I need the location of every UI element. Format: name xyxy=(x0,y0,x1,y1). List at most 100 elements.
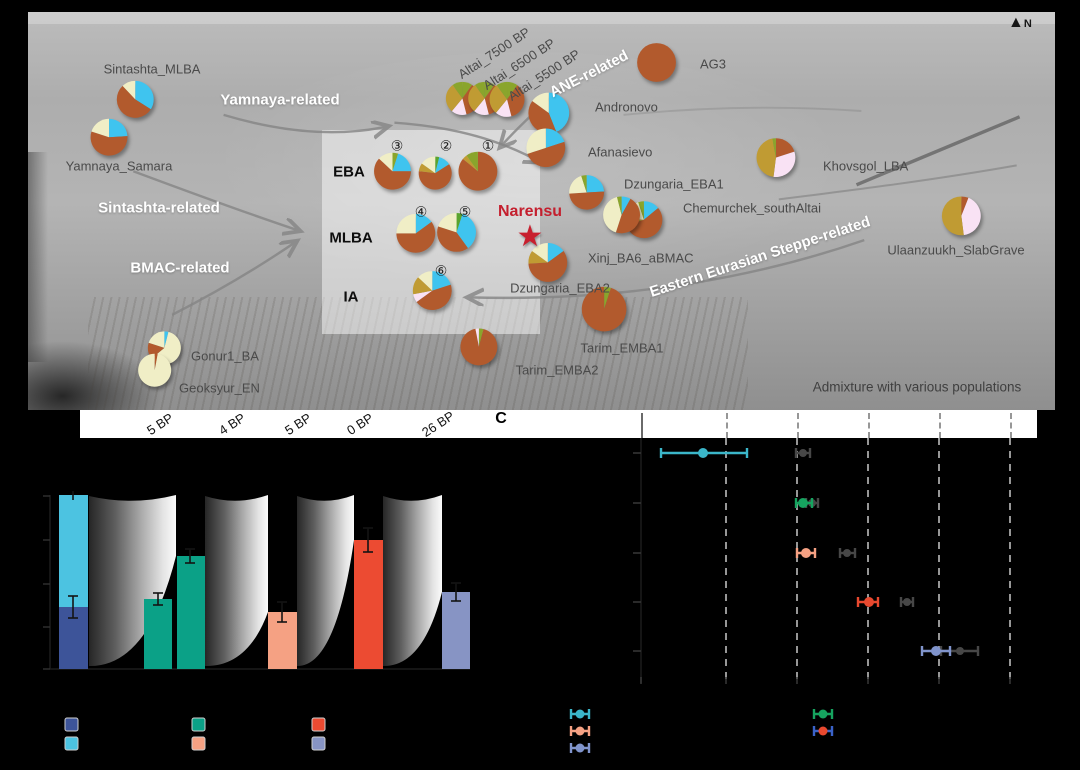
numbered-marker-5: ⑤ xyxy=(458,203,472,220)
region-label-1: Sintashta-related xyxy=(98,199,220,217)
region-label-0: Yamnaya-related xyxy=(220,91,340,109)
bar-4-segment-red xyxy=(354,540,383,669)
pie-Khovsgol_LBA xyxy=(756,138,796,178)
map-ridge-line-2 xyxy=(623,106,862,116)
bar-1-errorbar xyxy=(153,592,163,606)
north-label: N xyxy=(1023,18,1032,30)
pie-numbered-2 xyxy=(418,156,452,190)
map-panel: Sintashta_MLBA Yamnaya_Samara Altai_7500 B… xyxy=(28,12,1055,410)
site-label-narensu: Narensu xyxy=(497,203,563,220)
pie-Tarim_EMBA1 xyxy=(581,286,627,332)
bar-5-segment-slate xyxy=(442,592,470,669)
pie-numbered-5 xyxy=(437,212,476,252)
panel-b-legend-swatch-navy xyxy=(64,717,79,732)
migration-arrow-1 xyxy=(132,170,298,230)
pie-numbered-1 xyxy=(458,151,498,191)
panel-b-legend-swatch-slate xyxy=(311,736,326,751)
pie-numbered-6 xyxy=(412,271,452,311)
map-label-Xinj_BA6_aBMAC: Xinj_BA6_aBMAC xyxy=(588,250,694,266)
pie-AG3 xyxy=(637,43,676,82)
flow-ribbon-1 xyxy=(205,495,268,667)
bar-2-errorbar xyxy=(185,548,195,564)
pie-Tarim_EMBA2 xyxy=(460,328,498,366)
pie-numbered-3 xyxy=(374,152,411,190)
x-axis-bp-fragment-3: 0 BP xyxy=(344,410,376,438)
map-label-Tarim_EMBA1: Tarim_EMBA1 xyxy=(580,340,664,356)
region-label-5: Admixture with various populations xyxy=(812,379,1022,395)
flow-ribbon-2 xyxy=(297,495,354,667)
bar-5-errorbar xyxy=(451,582,461,602)
bar-3-errorbar xyxy=(277,601,287,623)
map-label-Sintashta_MLBA: Sintashta_MLBA xyxy=(103,61,201,77)
map-label-Chemurchek_southAltai: Chemurchek_southAltai xyxy=(683,200,822,216)
forest-row-5 xyxy=(920,646,980,656)
panel-c-gridline-top-stub-2 xyxy=(868,413,870,438)
map-ridge-line-0 xyxy=(855,115,1021,187)
pie-numbered-4 xyxy=(396,213,436,253)
pie-Altai_5500 BP xyxy=(489,81,525,117)
migration-arrow-4 xyxy=(469,238,865,298)
numbered-marker-6: ⑥ xyxy=(434,262,448,279)
panel-c-label: C xyxy=(495,410,507,427)
numbered-marker-1: ① xyxy=(481,137,495,154)
pie-Andronovo xyxy=(528,92,570,134)
map-label-Yamnaya_Samara: Yamnaya_Samara xyxy=(65,158,173,174)
numbered-marker-4: ④ xyxy=(414,203,428,220)
map-label-Andronovo: Andronovo xyxy=(595,99,658,115)
x-axis-bp-fragment-4: 26 BP xyxy=(419,410,457,438)
pie-Gonur1_BA xyxy=(147,331,181,365)
map-mountain-texture xyxy=(88,297,748,410)
bar-1-segment-teal xyxy=(144,599,172,669)
map-label-Tarim_EMBA2: Tarim_EMBA2 xyxy=(515,362,599,378)
map-sea-shade xyxy=(28,342,160,410)
pie-Geoksyur_EN xyxy=(138,353,172,387)
map-label-AG3: AG3 xyxy=(700,56,727,72)
charts-svg xyxy=(43,438,1011,753)
map-label-Afanasievo: Afanasievo xyxy=(588,144,653,160)
map-label-Geoksyur_EN: Geoksyur_EN xyxy=(179,380,260,396)
map-ridge-line-1 xyxy=(778,164,1017,201)
bar-4-errorbar xyxy=(363,527,373,553)
map-label-Khovsgol_LBA: Khovsgol_LBA xyxy=(823,158,909,174)
site-star-icon: ★ xyxy=(516,220,544,253)
flow-ribbon-0 xyxy=(89,495,176,667)
x-axis-bp-fragment-0: 5 BP xyxy=(144,410,176,438)
migration-arrow-5 xyxy=(394,121,539,162)
forest-row-2 xyxy=(794,498,820,508)
panel-b-legend-swatch-salmon xyxy=(191,736,206,751)
panel-b-legend-swatch-cyan xyxy=(64,736,79,751)
panel-c-legend-right-1 xyxy=(812,726,834,736)
panel-c-legend-right-0 xyxy=(812,709,834,719)
numbered-marker-2: ② xyxy=(439,137,453,154)
map-label-Dzungaria_EBA1: Dzungaria_EBA1 xyxy=(624,176,724,192)
panel-b-legend-swatch-teal xyxy=(191,717,206,732)
axis-strip: C 5 BP 4 BP 5 BP 0 BP 26 BP xyxy=(80,410,1037,438)
forest-row-4 xyxy=(856,597,915,607)
panel-c-legend-left-1 xyxy=(569,726,591,736)
panel-c-legend-left-0 xyxy=(569,709,591,719)
map-left-shade xyxy=(28,152,48,362)
north-arrow-icon: ▲ xyxy=(1008,14,1024,31)
flow-ribbon-3 xyxy=(383,495,442,667)
panel-c-legend-left-2 xyxy=(569,743,591,753)
map-label-Dzungaria_EBA2: Dzungaria_EBA2 xyxy=(510,280,610,296)
numbered-marker-3: ③ xyxy=(390,137,404,154)
pie-Dzungaria_EBA1 xyxy=(569,175,605,210)
map-overlay-svg xyxy=(90,43,1021,387)
panel-c-gridline-top-stub-3 xyxy=(939,413,941,438)
period-label-EBA: EBA xyxy=(333,163,365,181)
panel-c-gridline-top-stub-0 xyxy=(726,413,728,438)
bar-0-segment-cyan xyxy=(59,495,88,607)
panel-c-axis-top-stub xyxy=(641,413,643,438)
map-label-Ulaanzuukh_SlabGrave: Ulaanzuukh_SlabGrave xyxy=(887,242,1025,258)
pie-Ulaanzuukh_SlabGrave xyxy=(941,196,981,236)
migration-arrow-0 xyxy=(223,113,387,132)
forest-row-1 xyxy=(659,448,812,458)
period-label-IA: IA xyxy=(343,288,359,306)
pie-Xinj_BA6_aBMAC xyxy=(603,196,641,234)
migration-arrow-2 xyxy=(171,242,295,316)
pie-Sintashta_MLBA xyxy=(116,80,154,118)
map-top-light xyxy=(28,12,1055,24)
panel-c-gridline-top-stub-4 xyxy=(1010,413,1012,438)
